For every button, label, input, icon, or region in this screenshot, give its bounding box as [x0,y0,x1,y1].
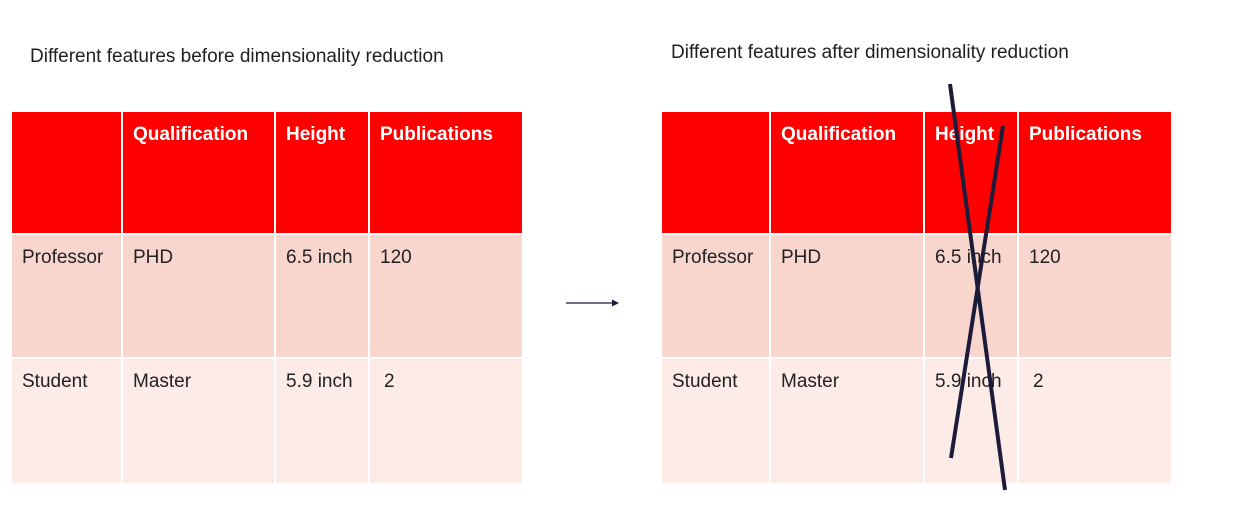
cell-student-publications: 2 [370,359,522,483]
table-before: Qualification Height Publications Profes… [12,112,522,483]
cell-professor-height: 6.5 inch [925,235,1017,357]
cell-professor-publications: 120 [1019,235,1171,357]
cell-student-publications: 2 [1019,359,1171,483]
header-cell-publications: Publications [370,112,522,233]
cell-professor-label: Professor [12,235,121,357]
header-cell-height: Height [925,112,1017,233]
cell-professor-height: 6.5 inch [276,235,368,357]
cell-professor-qualification: PHD [123,235,274,357]
header-cell-empty [662,112,769,233]
cell-student-qualification: Master [123,359,274,483]
cell-professor-publications: 120 [370,235,522,357]
header-cell-qualification: Qualification [771,112,923,233]
cell-professor-label: Professor [662,235,769,357]
cell-student-height: 5.9 inch [276,359,368,483]
header-cell-height: Height [276,112,368,233]
cell-student-height: 5.9 inch [925,359,1017,483]
caption-after: Different features after dimensionality … [671,42,1069,63]
cell-student-qualification: Master [771,359,923,483]
header-cell-publications: Publications [1019,112,1171,233]
cell-professor-qualification: PHD [771,235,923,357]
header-cell-empty [12,112,121,233]
caption-before: Different features before dimensionality… [30,46,444,67]
header-cell-qualification: Qualification [123,112,274,233]
arrow-right-icon [566,299,619,307]
cell-student-label: Student [662,359,769,483]
cell-student-label: Student [12,359,121,483]
table-after: Qualification Height Publications Profes… [662,112,1171,483]
